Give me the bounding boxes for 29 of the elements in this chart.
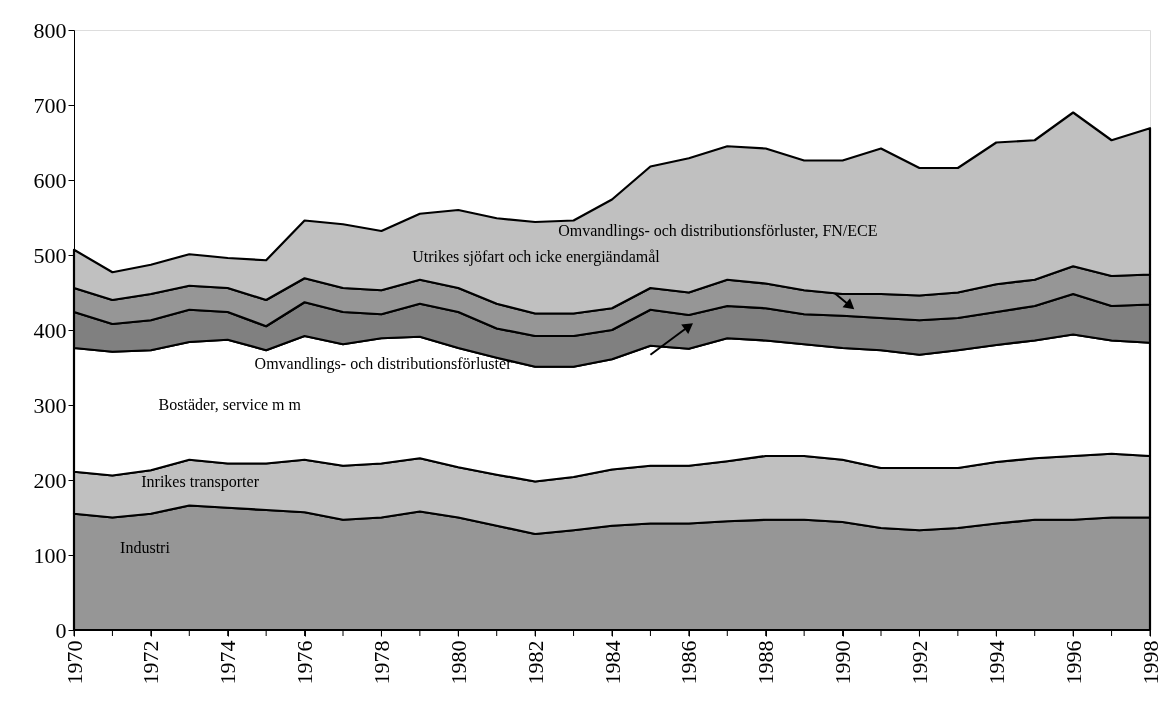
- series-label: Inrikes transporter: [141, 473, 260, 492]
- x-tick-label: 1978: [368, 640, 394, 685]
- x-tick-label: 1992: [906, 640, 932, 685]
- y-tick-label: 500: [33, 242, 67, 268]
- series-label: Utrikes sjöfart och icke energiändamål: [412, 248, 661, 267]
- x-tick-label: 1984: [599, 640, 625, 685]
- x-tick-label: 1974: [215, 640, 241, 685]
- y-tick-label: 200: [33, 467, 67, 493]
- series-label: Omvandlings- och distributionsförluster: [254, 354, 513, 373]
- x-tick-label: 1986: [676, 640, 702, 685]
- x-tick-label: 1994: [983, 640, 1009, 685]
- y-tick-label: 0: [55, 617, 67, 643]
- y-tick-label: 700: [33, 92, 67, 118]
- series-label: Omvandlings- och distributionsförluster, FN/ECE: [558, 222, 878, 240]
- y-tick-label: 100: [33, 542, 67, 568]
- y-tick-label: 400: [33, 317, 67, 343]
- x-tick-label: 1970: [61, 640, 87, 685]
- x-tick-label: 1972: [138, 640, 164, 685]
- x-tick-label: 1988: [753, 640, 779, 685]
- x-tick-label: 1998: [1137, 640, 1162, 685]
- series-label: Bostäder, service m m: [158, 396, 302, 413]
- y-tick-label: 600: [33, 167, 67, 193]
- x-tick-label: 1976: [292, 640, 318, 685]
- x-tick-label: 1996: [1060, 640, 1086, 685]
- y-tick-label: 300: [33, 392, 67, 418]
- x-tick-label: 1990: [830, 640, 856, 685]
- x-tick-label: 1980: [445, 640, 471, 685]
- x-tick-label: 1982: [522, 640, 548, 685]
- y-tick-label: 800: [33, 17, 67, 43]
